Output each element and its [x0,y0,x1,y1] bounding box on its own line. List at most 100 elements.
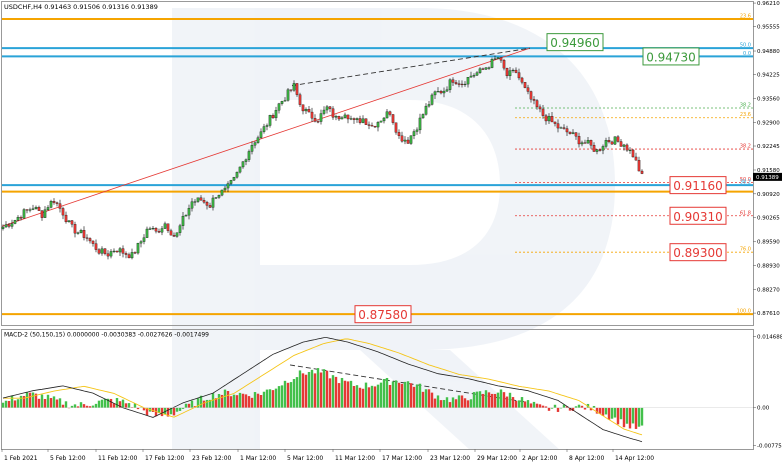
price-tick-label-1: 0.95555 [757,25,780,31]
candle-body-17 [52,201,56,203]
macd-bar-202 [607,407,611,420]
macd-bar-122 [367,387,371,408]
macd-bar-123 [370,385,374,408]
candle-body-178 [535,100,539,108]
macd-bar-169 [508,392,512,408]
level-box-label-2: 0.91160 [673,179,723,193]
candle-body-105 [316,121,320,123]
macd-bar-48 [145,407,149,416]
candle-body-192 [577,136,581,145]
price-tick-label-0: 0.96210 [757,1,780,7]
macd-bar-96 [289,382,293,408]
macd-bar-21 [64,401,68,408]
macd-bar-124 [373,386,377,408]
macd-bar-69 [208,399,212,408]
candle-body-150 [451,79,455,83]
candle-body-182 [547,116,551,122]
macd-bar-183 [550,407,554,409]
macd-bar-97 [292,379,296,408]
level-pct-9: 61.8 [740,210,751,216]
candle-body-142 [427,104,431,107]
macd-bar-112 [337,383,341,408]
candle-body-210 [631,149,635,158]
candle-body-57 [172,235,176,237]
macd-bar-17 [52,396,56,408]
macd-bar-18 [55,399,59,408]
macd-bar-182 [547,407,551,411]
candle-body-123 [370,125,374,127]
level-box-1 [642,47,700,66]
macd-bar-51 [154,407,158,417]
macd-bar-3 [10,395,14,408]
candle-body-95 [286,89,290,101]
candle-body-173 [520,77,524,83]
macd-bar-100 [301,373,305,408]
candle-body-5 [16,217,20,221]
macd-bar-114 [343,380,347,408]
candle-body-195 [586,139,590,144]
macd-bar-180 [541,405,545,408]
candle-body-34 [103,248,107,254]
candle-body-171 [514,69,518,73]
candle-body-64 [193,201,197,203]
candle-body-155 [466,76,470,85]
macd-bar-196 [589,407,593,411]
candle-body-91 [274,110,278,119]
candle-body-156 [469,75,473,78]
macd-bar-157 [472,392,476,408]
macd-bar-211 [634,407,638,429]
candle-body-149 [448,79,452,90]
candle-body-46 [139,241,143,244]
candle-body-73 [220,189,224,196]
candle-body-22 [67,220,71,223]
candle-body-55 [166,223,170,231]
trend-line-resistance [291,47,531,87]
candle-body-145 [436,91,440,93]
level-pct-11: 100.0 [737,309,751,315]
candle-body-180 [541,108,545,116]
candle-body-72 [217,194,221,198]
time-tick-label-9: 23 Mar 12:00 [430,455,470,462]
macd-bar-27 [82,404,86,408]
candle-body-78 [235,171,239,178]
candle-body-119 [358,118,362,123]
candle-body-115 [346,114,350,120]
macd-bar-148 [445,397,449,408]
macd-bar-61 [184,403,188,408]
candle-body-122 [367,124,371,126]
candle-body-20 [61,208,65,216]
candle-body-85 [256,137,260,143]
level-pct-3: 38.2 [740,102,751,108]
macd-bar-199 [598,407,602,414]
candle-body-141 [424,105,428,115]
candle-body-14 [43,209,47,218]
candle-body-75 [226,183,230,189]
candle-body-7 [22,209,26,219]
level-box-label-0: 0.94960 [550,36,600,50]
candle-body-89 [268,115,272,126]
time-tick-label-6: 5 Mar 12:00 [287,455,323,462]
candle-body-133 [400,135,404,142]
macd-bar-5 [16,399,20,408]
candle-body-208 [625,144,629,151]
price-tick-label-8: 0.90920 [757,192,780,198]
candle-body-194 [583,142,587,144]
candle-body-183 [550,116,554,123]
candle-body-76 [229,180,233,184]
level-box-3 [669,206,727,225]
candle-body-103 [310,111,314,119]
candle-body-66 [199,197,203,201]
candle-body-1 [4,224,8,228]
macd-bar-192 [577,404,581,408]
candle-body-128 [385,111,389,119]
macd-bar-1 [4,400,8,408]
candle-body-104 [313,118,317,122]
candle-body-19 [58,203,62,209]
macd-bar-36 [109,398,113,408]
candle-body-187 [562,127,566,129]
macd-bar-167 [502,392,506,408]
macd-bar-59 [178,407,182,411]
macd-bar-80 [241,393,245,408]
macd-bar-94 [283,380,287,408]
macd-bar-2 [7,400,11,408]
